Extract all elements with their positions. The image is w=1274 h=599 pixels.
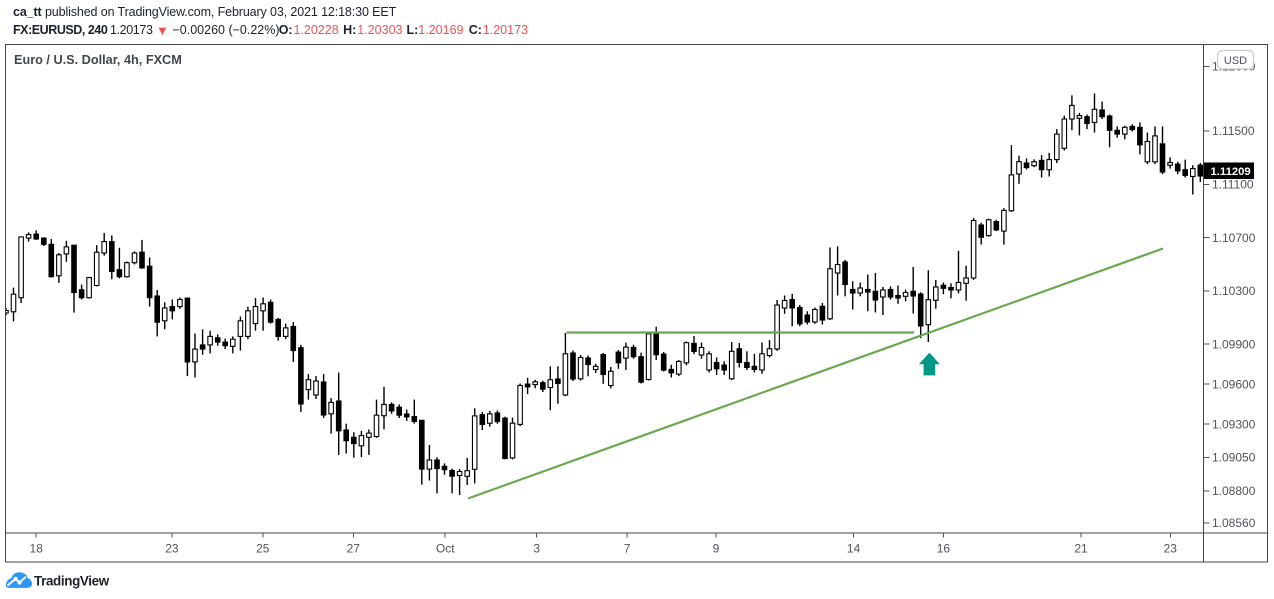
svg-text:18: 18 [30, 542, 44, 556]
svg-text:25: 25 [256, 542, 270, 556]
svg-text:3: 3 [533, 542, 540, 556]
svg-text:USD: USD [1224, 55, 1247, 67]
svg-text:14: 14 [847, 542, 861, 556]
svg-text:1.08800: 1.08800 [1212, 484, 1256, 498]
svg-text:Euro / U.S. Dollar, 4h, FXCM: Euro / U.S. Dollar, 4h, FXCM [14, 53, 182, 67]
svg-text:1.10300: 1.10300 [1212, 284, 1256, 298]
svg-text:1.11100: 1.11100 [1212, 178, 1254, 192]
svg-text:9: 9 [713, 542, 720, 556]
svg-text:23: 23 [165, 542, 179, 556]
svg-text:16: 16 [937, 542, 951, 556]
svg-text:1.10700: 1.10700 [1212, 231, 1256, 245]
svg-text:23: 23 [1164, 542, 1178, 556]
svg-text:1.08560: 1.08560 [1212, 516, 1256, 530]
svg-text:1.09600: 1.09600 [1212, 377, 1256, 391]
svg-text:1.11209: 1.11209 [1211, 166, 1251, 178]
svg-text:1.11500: 1.11500 [1212, 124, 1255, 138]
svg-text:1.09900: 1.09900 [1212, 337, 1256, 351]
svg-text:1.09050: 1.09050 [1212, 451, 1256, 465]
svg-text:7: 7 [624, 542, 631, 556]
svg-text:1.09300: 1.09300 [1212, 417, 1256, 431]
svg-text:27: 27 [347, 542, 361, 556]
svg-text:21: 21 [1074, 542, 1088, 556]
svg-text:TradingView: TradingView [34, 574, 110, 589]
svg-text:Oct: Oct [436, 542, 455, 556]
